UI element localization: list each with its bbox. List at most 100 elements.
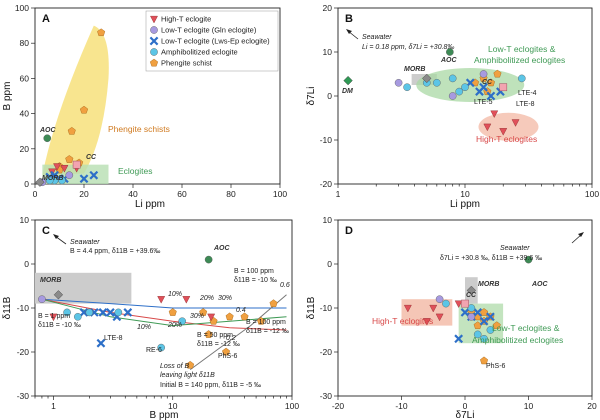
- lowT-field-label-d: Low-T eclogites &: [492, 323, 560, 333]
- data-point: [269, 299, 278, 307]
- dm-label: DM: [342, 88, 353, 95]
- y-tick-label: 80: [20, 38, 30, 48]
- x-tick-label: 80: [226, 189, 236, 199]
- panel-a-frame: [34, 7, 281, 185]
- data-point: [53, 163, 61, 171]
- panel-a-ylabel: B ppm: [2, 82, 13, 111]
- data-point: [49, 313, 58, 322]
- data-point: [499, 83, 508, 92]
- f06: 0.6: [280, 282, 290, 289]
- data-point: [65, 155, 74, 163]
- data-point: [207, 313, 216, 322]
- data-point: [45, 176, 54, 185]
- morb-label-b: MORB: [404, 66, 425, 73]
- data-point: [486, 78, 495, 87]
- legend-label: Phengite schist: [161, 59, 213, 68]
- data-point: [403, 304, 412, 313]
- data-point: [182, 296, 191, 304]
- y-tick-label: 0: [24, 179, 29, 189]
- highT-field-label-b: High-T eclogites: [476, 134, 537, 144]
- b50-delta-label: δ11B = -12 ‰: [197, 341, 240, 348]
- x-tick-label: 20: [587, 401, 597, 411]
- data-point: [97, 28, 106, 36]
- data-point: [79, 105, 89, 114]
- legend-marker: [150, 48, 158, 56]
- data-point: [461, 83, 469, 91]
- data-point: [43, 134, 52, 143]
- x-tick-label: 10: [524, 401, 534, 411]
- panel-b-letter: B: [345, 13, 353, 25]
- x-tick-label: 10: [168, 401, 178, 411]
- data-point: [85, 308, 94, 317]
- legend-label: Low-T eclogite (Lws-Ep eclogite): [161, 37, 270, 46]
- data-point: [67, 126, 76, 135]
- highT-field-b: [478, 112, 539, 141]
- data-point: [433, 79, 441, 87]
- legend-marker: [150, 26, 158, 34]
- data-point: [442, 299, 450, 308]
- lte8-label-b: LTE-8: [516, 101, 535, 108]
- panel-c-fields: [35, 272, 132, 304]
- seawater-label-c: Seawater: [70, 239, 100, 246]
- data-point: [486, 91, 496, 101]
- phengite-field-label: Phengite schists: [108, 124, 170, 134]
- x-tick-label: 40: [128, 189, 138, 199]
- data-point: [65, 171, 74, 179]
- data-point: [157, 296, 166, 304]
- seawater-label-d: Seawater: [500, 245, 530, 252]
- data-point: [422, 318, 431, 326]
- pct10b: 10%: [137, 324, 151, 331]
- highT-field-label-d: High-T eclogites: [372, 316, 433, 326]
- loss-label-1: Loss of B: [160, 363, 190, 370]
- data-point: [105, 308, 115, 317]
- x-tick-label: 10: [460, 189, 470, 199]
- y-tick-label: -10: [320, 303, 333, 313]
- data-point: [240, 312, 249, 321]
- y-tick-label: 60: [20, 73, 30, 83]
- b1-label: B = 1 ppm: [38, 313, 70, 320]
- dehydration-line: [189, 294, 287, 371]
- data-point: [204, 330, 213, 338]
- b100a-delta-label: δ11B = -10 ‰: [234, 277, 277, 284]
- data-point: [511, 119, 520, 127]
- data-point: [168, 308, 177, 316]
- data-point: [460, 308, 470, 317]
- mixing-line-blue: [41, 298, 287, 309]
- data-point: [225, 312, 234, 321]
- panel-c: C 1 10 100 -30 -20 -10 0 10 Seawater B = 4.4 pp…: [2, 215, 299, 420]
- legend-marker: [149, 36, 159, 46]
- lte8-label-c: LTE-8: [104, 335, 123, 342]
- data-point: [479, 316, 489, 326]
- data-point: [38, 295, 46, 304]
- data-point: [473, 330, 482, 339]
- data-point: [222, 347, 231, 356]
- panel-c-axes: 1 10 100 -30 -20 -10 0 10: [17, 215, 300, 411]
- y-tick-label: -10: [320, 135, 333, 145]
- phs6-label-d: PhS-6: [486, 363, 506, 370]
- data-point: [429, 304, 438, 313]
- panel-c-ylabel: δ11B: [2, 296, 13, 319]
- seawater-label-b: Seawater: [362, 34, 392, 41]
- seawater-arrowhead-d: [578, 232, 584, 237]
- phengite-field: [42, 25, 109, 176]
- morb-field-c: [35, 272, 132, 304]
- legend-label: Low-T eclogite (Gln eclogite): [161, 26, 257, 35]
- panel-b-ylabel: δ7Li: [306, 87, 317, 106]
- pct20b: 20%: [167, 322, 182, 329]
- data-point: [486, 312, 495, 322]
- data-point: [123, 308, 133, 317]
- data-point: [492, 321, 501, 329]
- data-point: [343, 75, 353, 86]
- data-point: [486, 326, 495, 334]
- b50-label: B = 50 ppm: [197, 332, 233, 339]
- panel-b-axes: 1 10 100 -20 -10 0 10 20: [320, 3, 600, 199]
- f02: 0.2: [226, 335, 236, 342]
- lte5-label: LTE-5: [474, 99, 493, 106]
- b100a-label: B = 100 ppm: [234, 268, 274, 275]
- lowT-field-label-b: Low-T eclogites &: [488, 44, 556, 54]
- y-tick-label: 40: [20, 109, 30, 119]
- data-point: [74, 312, 82, 321]
- pct30b: 30%: [190, 313, 204, 320]
